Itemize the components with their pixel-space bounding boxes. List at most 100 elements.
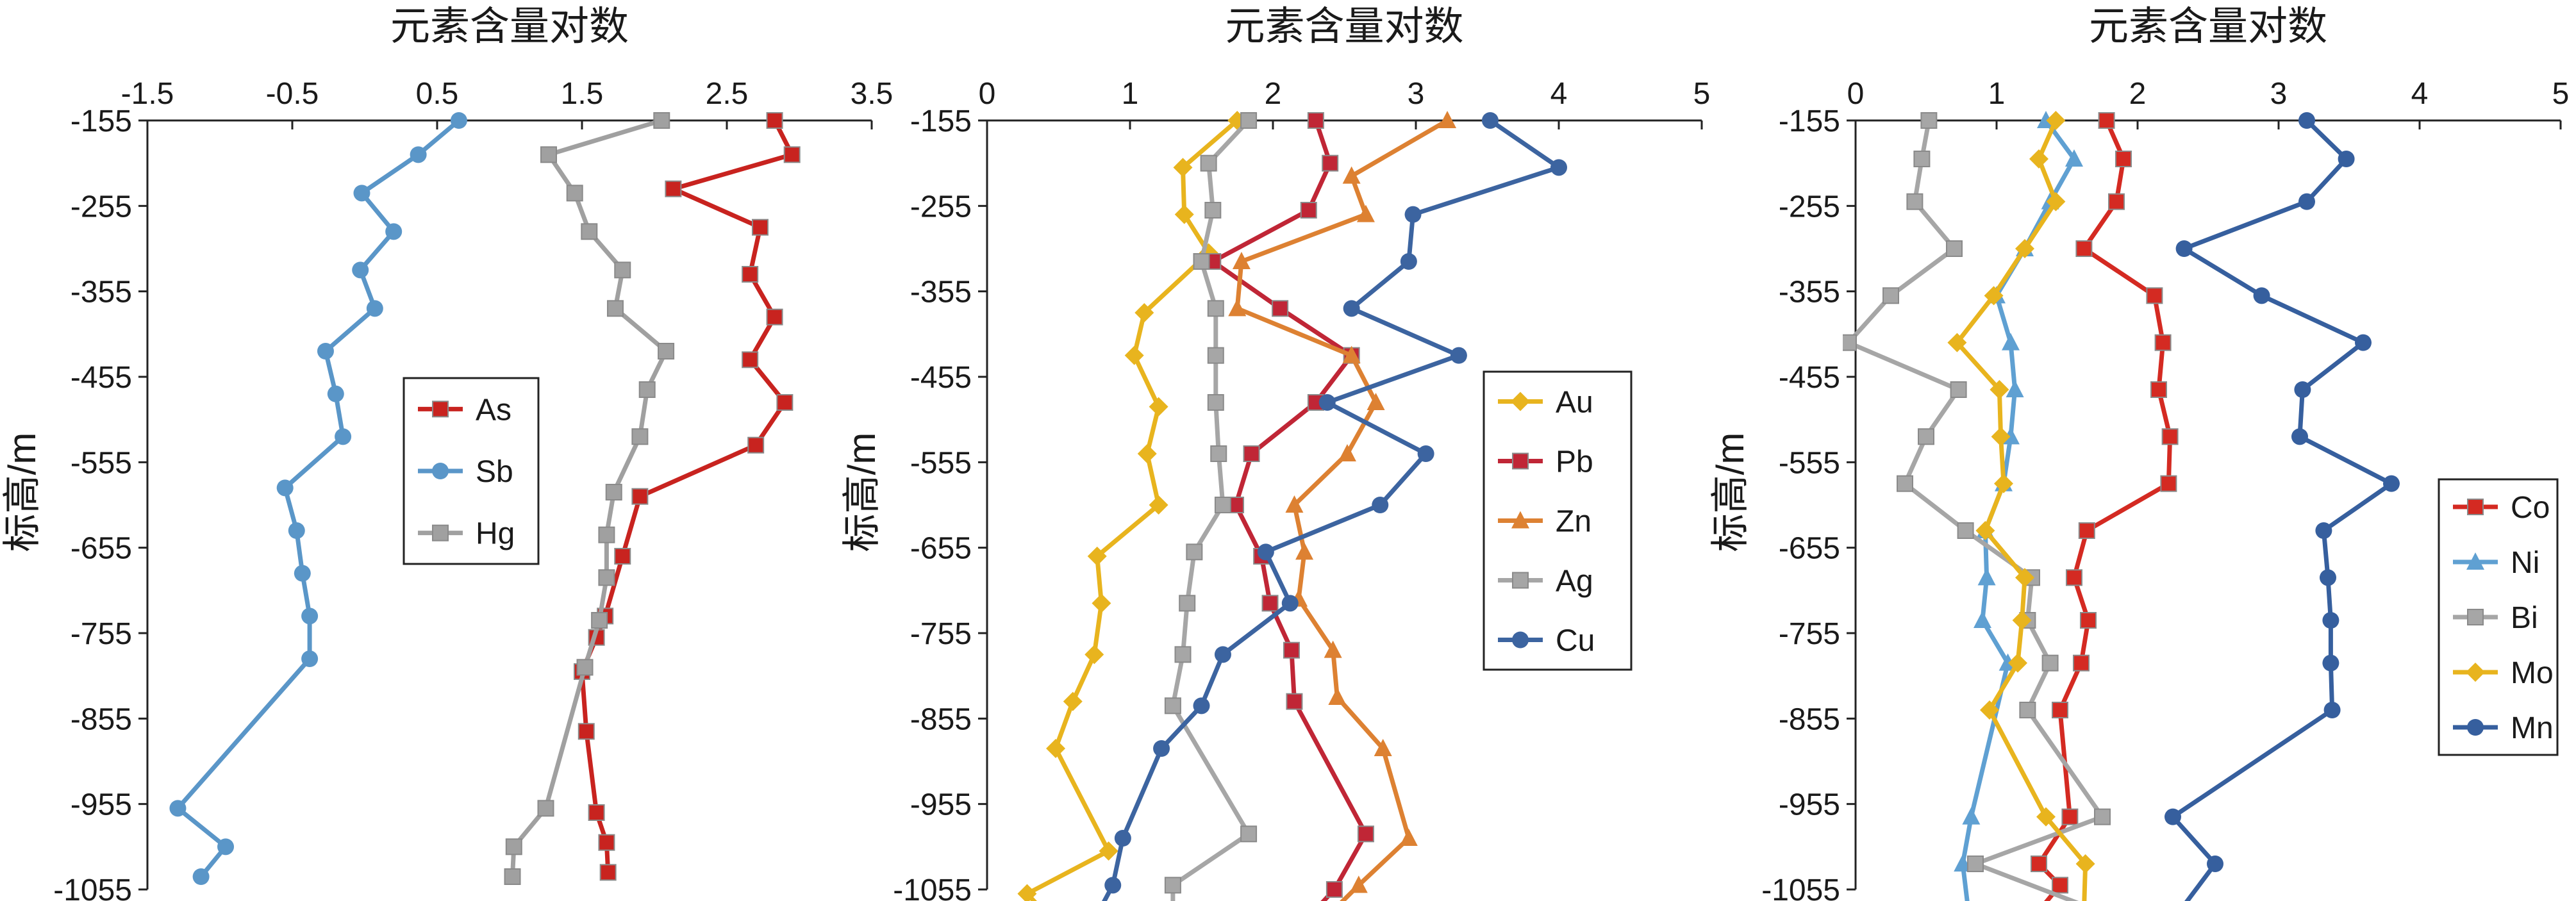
data-point-cu-6 bbox=[1318, 394, 1336, 411]
legend-marker-as bbox=[432, 401, 449, 418]
series-line-mn bbox=[2170, 119, 2394, 901]
x-tick-label-0: 0 bbox=[1847, 77, 1865, 111]
data-point-as-1 bbox=[783, 146, 801, 163]
data-point-mo-13 bbox=[1980, 700, 1999, 720]
data-point-hg-11 bbox=[598, 569, 615, 586]
data-point-ag-1 bbox=[1200, 154, 1217, 172]
data-point-mn-0 bbox=[2298, 112, 2315, 129]
y-axis-label: 标高/m bbox=[1, 433, 44, 552]
data-point-ag-0 bbox=[1240, 112, 1258, 129]
data-point-hg-9 bbox=[605, 484, 622, 500]
data-point-pb-11 bbox=[1283, 641, 1300, 659]
data-point-zn-4 bbox=[1228, 299, 1247, 317]
data-point-au-10 bbox=[1092, 593, 1111, 613]
data-point-mn-12 bbox=[2322, 654, 2339, 672]
data-point-sb-5 bbox=[366, 300, 383, 317]
legend-label-hg: Hg bbox=[476, 517, 515, 551]
data-point-hg-12 bbox=[591, 612, 608, 629]
data-point-co-1 bbox=[2115, 151, 2132, 167]
series-sb bbox=[169, 112, 467, 885]
data-point-pb-4 bbox=[1272, 300, 1289, 317]
legend-label-as: As bbox=[476, 393, 511, 427]
data-point-mn-10 bbox=[2320, 569, 2336, 586]
series-mo bbox=[1947, 111, 2095, 901]
legend-label-cu: Cu bbox=[1556, 624, 1595, 658]
legend-marker-au bbox=[1511, 392, 1530, 411]
data-point-as-15 bbox=[588, 804, 605, 821]
data-point-mo-8 bbox=[1994, 474, 2013, 493]
data-point-hg-4 bbox=[614, 261, 631, 279]
data-point-as-9 bbox=[631, 488, 649, 505]
x-tick-label-4: 4 bbox=[1550, 77, 1568, 111]
data-point-ag-6 bbox=[1207, 394, 1224, 411]
data-point-mo-11 bbox=[2012, 611, 2032, 630]
legend-label-sb: Sb bbox=[476, 455, 513, 489]
y-tick-label--455: -455 bbox=[1779, 361, 1840, 395]
data-point-mo-0 bbox=[2046, 111, 2066, 130]
data-point-co-16 bbox=[2052, 877, 2068, 894]
data-point-bi-6 bbox=[1950, 381, 1967, 398]
series-line-zn bbox=[1234, 118, 1449, 901]
data-point-mo-15 bbox=[2075, 854, 2095, 873]
y-tick-label--255: -255 bbox=[910, 190, 972, 224]
data-point-au-6 bbox=[1149, 397, 1168, 417]
legend: As Sb Hg bbox=[403, 377, 540, 565]
x-tick-label-2: 2 bbox=[2129, 77, 2147, 111]
data-point-mo-4 bbox=[1984, 286, 2004, 306]
data-point-ag-11 bbox=[1174, 646, 1192, 663]
data-point-sb-3 bbox=[385, 223, 403, 240]
data-point-pb-7 bbox=[1243, 445, 1260, 462]
data-point-mn-4 bbox=[2253, 287, 2270, 304]
data-point-sb-14 bbox=[169, 800, 187, 817]
data-point-bi-8 bbox=[1897, 475, 1913, 492]
data-point-ni-11 bbox=[1974, 611, 1991, 628]
y-tick-label--855: -855 bbox=[910, 702, 972, 736]
series-ag bbox=[1164, 112, 1258, 901]
y-tick-label--1055: -1055 bbox=[53, 873, 132, 901]
data-point-mn-13 bbox=[2323, 702, 2341, 718]
y-tick-label--855: -855 bbox=[1779, 702, 1840, 736]
data-point-bi-0 bbox=[1920, 112, 1938, 129]
data-point-au-12 bbox=[1063, 691, 1083, 711]
data-point-zn-2 bbox=[1356, 204, 1375, 222]
data-point-sb-15 bbox=[217, 838, 235, 856]
data-point-hg-2 bbox=[566, 185, 583, 202]
data-point-ag-2 bbox=[1204, 202, 1222, 219]
data-point-ag-7 bbox=[1210, 445, 1227, 462]
data-point-co-3 bbox=[2075, 240, 2093, 257]
data-point-hg-14 bbox=[537, 800, 554, 817]
legend-marker-zn bbox=[1511, 511, 1529, 529]
y-axis-label: 标高/m bbox=[840, 433, 883, 552]
legend-marker-sb bbox=[432, 463, 449, 479]
x-tick-label-3p5: 3.5 bbox=[851, 77, 893, 111]
series-line-ni bbox=[1960, 119, 2077, 901]
data-point-bi-14 bbox=[2094, 808, 2111, 825]
data-point-au-14 bbox=[1099, 841, 1118, 861]
y-tick-label--355: -355 bbox=[71, 276, 132, 310]
plot-area bbox=[169, 112, 801, 885]
legend-label-zn: Zn bbox=[1556, 505, 1591, 539]
data-point-ag-8 bbox=[1214, 497, 1231, 513]
data-point-hg-6 bbox=[658, 343, 675, 360]
data-point-co-10 bbox=[2066, 569, 2082, 586]
series-line-bi bbox=[1846, 120, 2105, 901]
data-point-bi-2 bbox=[1906, 193, 1924, 210]
data-point-sb-1 bbox=[410, 146, 427, 163]
data-point-sb-2 bbox=[353, 185, 370, 202]
data-point-co-14 bbox=[2061, 808, 2079, 825]
data-point-au-8 bbox=[1149, 495, 1168, 515]
data-point-cu-9 bbox=[1257, 543, 1274, 561]
data-point-cu-12 bbox=[1193, 697, 1210, 715]
data-point-hg-15 bbox=[505, 838, 522, 856]
legend-marker-cu bbox=[1512, 631, 1529, 649]
legend-label-ag: Ag bbox=[1556, 565, 1593, 599]
data-point-zn-0 bbox=[1438, 111, 1457, 128]
data-point-hg-3 bbox=[581, 223, 598, 240]
y-tick-label--255: -255 bbox=[71, 190, 132, 224]
data-point-sb-6 bbox=[317, 343, 334, 360]
data-point-pb-12 bbox=[1286, 693, 1303, 710]
data-point-mo-2 bbox=[2046, 192, 2066, 211]
data-point-zn-5 bbox=[1342, 345, 1361, 363]
legend-marker-hg bbox=[432, 524, 449, 541]
series-ni bbox=[1954, 111, 2083, 901]
